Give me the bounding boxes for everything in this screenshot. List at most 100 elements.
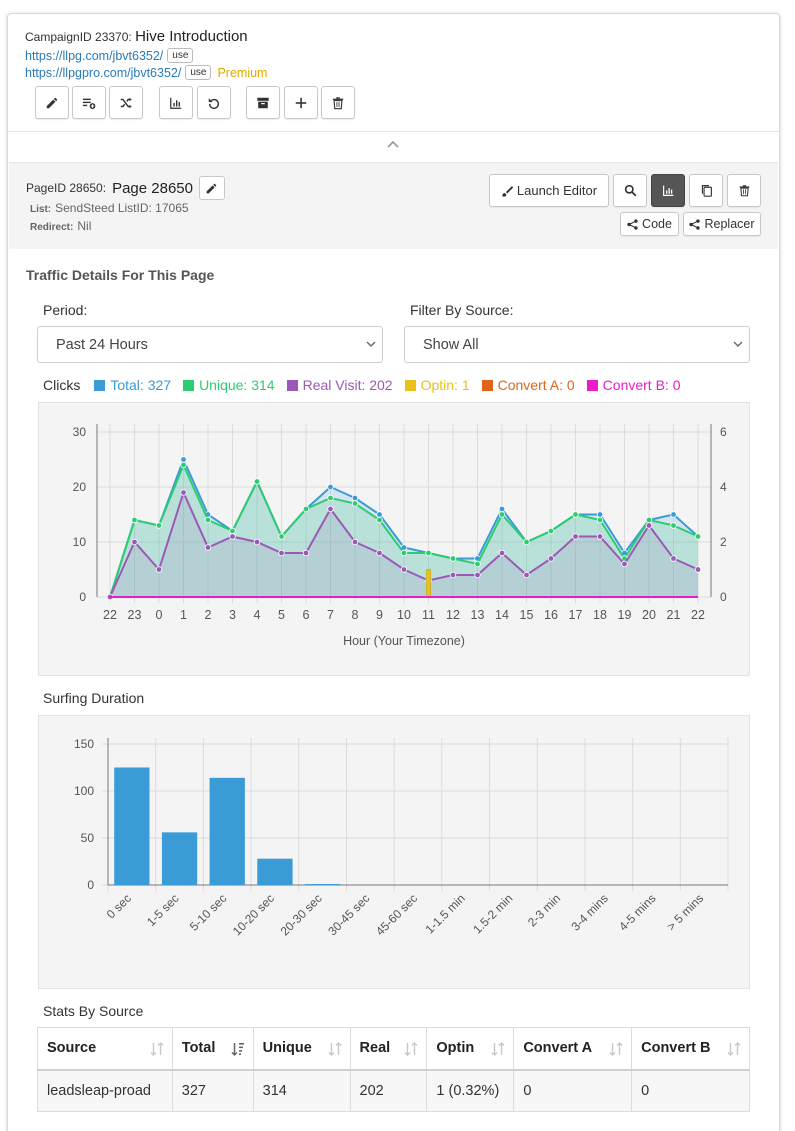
legend-item[interactable]: Convert B: 0	[586, 377, 681, 393]
data-point	[498, 505, 506, 513]
legend-item[interactable]: Unique: 314	[183, 377, 275, 393]
chevron-up-icon[interactable]	[386, 138, 400, 150]
edit-page-name-button[interactable]	[198, 176, 225, 200]
x-tick-label: 11	[422, 608, 435, 622]
data-point	[449, 571, 457, 579]
data-point	[327, 483, 334, 491]
legend-item[interactable]: Real Visit: 202	[286, 377, 393, 393]
x-tick-label: 8	[352, 608, 359, 622]
legend-item[interactable]: Convert A: 0	[481, 377, 575, 393]
data-point	[351, 500, 359, 507]
traffic-title: Traffic Details For This Page	[26, 267, 215, 283]
add-to-list-button[interactable]	[72, 86, 106, 119]
list-label: List:	[30, 204, 52, 215]
legend-item[interactable]: Optin: 1	[404, 377, 470, 393]
col-source[interactable]: Source	[37, 1027, 173, 1071]
y2-tick-label: 2	[720, 535, 727, 549]
x-tick-label: 0 sec	[104, 891, 134, 921]
campaign-url-pro-link[interactable]: https://llpgpro.com/jbvt6352/	[25, 65, 182, 80]
campaign-id: CampaignID 23370:	[25, 30, 132, 44]
data-point	[229, 527, 236, 535]
legend-label: Unique: 314	[199, 377, 275, 393]
data-point	[180, 461, 187, 469]
use-button[interactable]: use	[167, 48, 194, 63]
x-tick-label: 1-1.5 min	[423, 891, 468, 936]
x-tick-label: 20	[642, 608, 656, 622]
chevron-down-icon	[366, 341, 376, 347]
x-tick-label: 16	[544, 608, 558, 622]
x-tick-label: 21	[667, 608, 681, 622]
edit-campaign-button[interactable]	[35, 86, 69, 119]
campaign-url-link[interactable]: https://llpg.com/jbvt6352/	[25, 48, 164, 63]
y2-tick-label: 0	[720, 590, 727, 604]
preview-button[interactable]	[613, 174, 647, 207]
replacer-button[interactable]: Replacer	[683, 212, 761, 236]
data-point	[302, 549, 310, 557]
legend-label: Convert A: 0	[497, 377, 575, 393]
data-point	[327, 494, 334, 502]
legend-label: Convert B: 0	[602, 377, 681, 393]
x-tick-label: 3-4 mins	[568, 891, 610, 933]
col-convert-b-label: Convert B	[641, 1040, 711, 1057]
bar	[304, 884, 341, 885]
data-point	[645, 516, 653, 524]
share-icon	[689, 218, 701, 230]
launch-editor-button[interactable]: Launch Editor	[489, 174, 609, 207]
col-convert-b[interactable]: Convert B	[631, 1027, 750, 1071]
filter-label: Filter By Source:	[410, 302, 514, 318]
archive-button[interactable]	[246, 86, 280, 119]
x-tick-label: 45-60 sec	[373, 891, 420, 938]
col-convert-a[interactable]: Convert A	[513, 1027, 633, 1071]
x-tick-label: 22	[691, 608, 705, 622]
x-tick-label: 15	[520, 608, 534, 622]
code-button[interactable]: Code	[620, 212, 679, 236]
col-real-label: Real	[359, 1040, 391, 1057]
period-label: Period:	[43, 302, 88, 318]
sort-icon	[404, 1042, 418, 1056]
legend-item[interactable]: Total: 327	[94, 377, 171, 393]
data-point	[376, 511, 383, 518]
surfing-duration-bar-chart: 0 50 100 150 0 sec 1-5 sec 5-10 sec 10-20 sec 20…	[74, 737, 729, 938]
data-point	[131, 538, 138, 546]
bar	[209, 777, 245, 885]
premium-label: Premium	[217, 65, 268, 80]
source-filter-select[interactable]: Show All	[404, 326, 750, 363]
clicks-chart-panel: 0 10 20 30 0 2 4 6 22 23 0 1 2 3 4 5 6 7 8 9 10 11 12 13 14 15 16 1…	[38, 402, 750, 676]
bar-chart-icon	[170, 97, 182, 109]
duplicate-page-button[interactable]	[689, 174, 723, 207]
col-optin[interactable]: Optin	[426, 1027, 515, 1071]
stats-button[interactable]	[159, 86, 193, 119]
x-tick-label: 23	[128, 608, 142, 622]
data-point	[204, 544, 212, 551]
add-button[interactable]	[284, 86, 318, 119]
use-pro-button[interactable]: use	[185, 65, 212, 80]
archive-icon	[257, 97, 269, 108]
delete-page-button[interactable]	[727, 174, 761, 207]
sort-desc-icon	[231, 1043, 244, 1057]
data-point	[498, 549, 506, 557]
data-point	[351, 494, 359, 502]
delete-campaign-button[interactable]	[321, 86, 355, 119]
cell-convert-b: 0	[631, 1069, 750, 1112]
y-tick-label: 10	[73, 535, 87, 549]
col-real[interactable]: Real	[349, 1027, 428, 1071]
y-tick-label: 20	[73, 480, 87, 494]
legend-swatch	[94, 379, 106, 391]
period-select[interactable]: Past 24 Hours	[37, 326, 383, 363]
page-stats-button[interactable]	[651, 174, 685, 207]
col-unique[interactable]: Unique	[252, 1027, 351, 1071]
chevron-down-icon	[733, 341, 743, 347]
reset-button[interactable]	[197, 86, 231, 119]
brush-icon	[501, 185, 513, 197]
cell-total: 327	[171, 1069, 254, 1112]
data-point	[474, 571, 481, 579]
x-tick-label: 18	[593, 608, 607, 622]
x-tick-label: 14	[495, 608, 509, 622]
edit-icon	[46, 97, 58, 108]
x-tick-label: 1	[180, 608, 187, 622]
cell-real: 202	[349, 1069, 428, 1112]
col-total[interactable]: Total	[171, 1027, 254, 1071]
x-tick-label: 2-3 min	[525, 891, 563, 929]
shuffle-button[interactable]	[109, 86, 143, 119]
